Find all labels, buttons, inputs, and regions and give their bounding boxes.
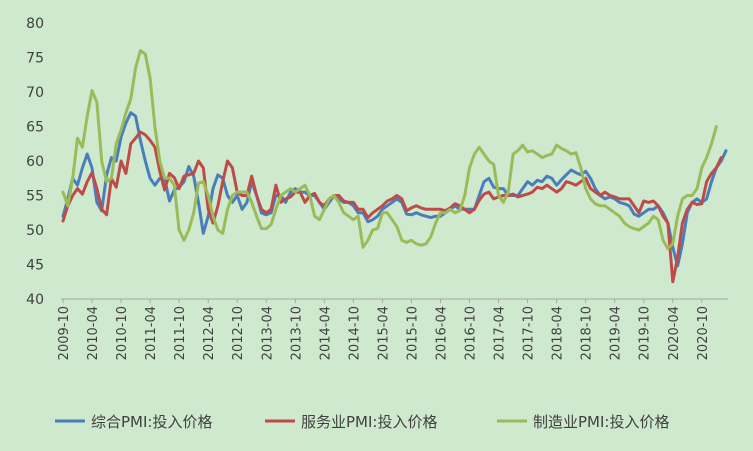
legend-label-3: 制造业PMI:投入价格 (533, 413, 669, 431)
x-tick-label: 2016-10 (464, 306, 479, 360)
x-tick-label: 2009-10 (57, 306, 72, 360)
x-tick-label: 2013-04 (260, 306, 275, 360)
x-tick-label: 2018-04 (551, 306, 566, 360)
series-line-2 (61, 130, 723, 284)
x-tick-label: 2020-10 (696, 306, 711, 360)
x-tick-label: 2012-10 (231, 306, 246, 360)
x-tick-label: 2018-10 (580, 306, 595, 360)
x-tick-label: 2015-10 (405, 306, 420, 360)
x-tick-label: 2012-04 (202, 306, 217, 360)
x-axis-ticks: 2009-10 2010-04 2010-10 2011-04 2011-10 2012-… (57, 299, 711, 360)
legend-label-1: 综合PMI:投入价格 (91, 413, 212, 431)
x-tick-label: 2019-10 (638, 306, 653, 360)
x-tick-label: 2011-04 (144, 306, 159, 360)
series-line-3 (61, 49, 718, 251)
y-tick-label: 70 (26, 85, 44, 101)
x-tick-label: 2017-10 (522, 306, 537, 360)
x-tick-label: 2011-10 (173, 306, 188, 360)
series-lines (61, 49, 728, 284)
x-tick-label: 2017-04 (493, 306, 508, 360)
x-tick-label: 2014-10 (347, 306, 362, 360)
y-tick-label: 75 (26, 51, 44, 67)
x-tick-label: 2010-10 (115, 306, 130, 360)
x-tick-label: 2013-10 (289, 306, 304, 360)
y-tick-label: 65 (26, 120, 44, 136)
x-tick-label: 2020-04 (667, 306, 682, 360)
x-tick-label: 2019-04 (609, 306, 624, 360)
legend: 综合PMI:投入价格 服务业PMI:投入价格 制造业PMI:投入价格 (55, 413, 669, 431)
x-tick-label: 2010-04 (86, 306, 101, 360)
y-tick-label: 50 (26, 223, 44, 239)
y-tick-label: 40 (26, 292, 44, 308)
y-tick-label: 60 (26, 154, 44, 170)
x-tick-label: 2016-04 (434, 306, 449, 360)
series-line-1 (61, 111, 728, 268)
y-axis-ticks: 40 45 50 55 60 65 70 75 80 (26, 16, 44, 308)
x-tick-label: 2014-04 (318, 306, 333, 360)
y-tick-label: 80 (26, 16, 44, 32)
y-tick-label: 45 (26, 258, 44, 274)
x-tick-label: 2015-04 (376, 306, 391, 360)
legend-label-2: 服务业PMI:投入价格 (301, 413, 437, 431)
y-tick-label: 55 (26, 189, 44, 205)
